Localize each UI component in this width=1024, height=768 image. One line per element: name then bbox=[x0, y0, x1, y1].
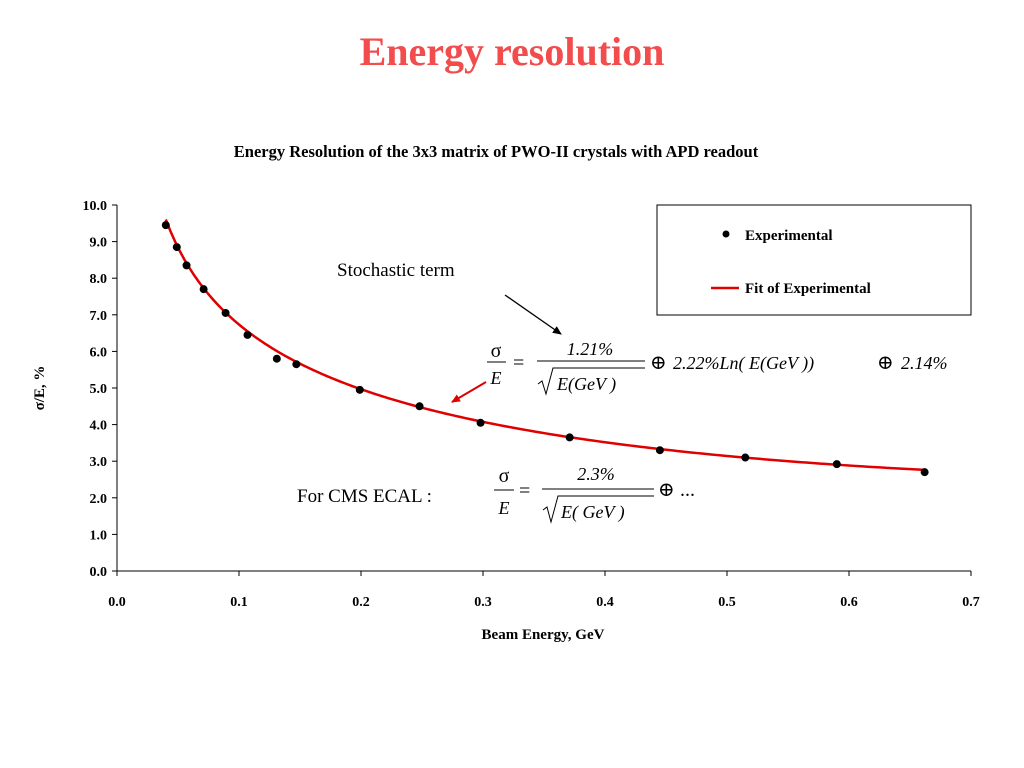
chart-title: Energy Resolution of the 3x3 matrix of P… bbox=[234, 142, 759, 161]
fit-lhs-num: σ bbox=[491, 340, 502, 362]
y-tick-label: 9.0 bbox=[90, 236, 108, 251]
cms-lhs-den: E bbox=[498, 498, 510, 518]
y-tick-label: 0.0 bbox=[90, 565, 108, 580]
data-point bbox=[655, 446, 664, 455]
fit-frac-num: 1.21% bbox=[567, 339, 614, 359]
fit-formula: σ E = 1.21% E(GeV ) ⊕ 2.22%Ln( E(GeV )) … bbox=[487, 339, 948, 396]
data-point bbox=[355, 385, 364, 394]
y-tick-label: 3.0 bbox=[90, 455, 108, 470]
y-tick-label: 5.0 bbox=[90, 382, 108, 397]
data-point bbox=[292, 360, 301, 369]
stochastic-term-label: Stochastic term bbox=[337, 260, 455, 281]
y-tick-label: 1.0 bbox=[90, 528, 108, 543]
data-point bbox=[199, 285, 208, 294]
data-point bbox=[415, 402, 424, 411]
legend-label-fit: Fit of Experimental bbox=[745, 281, 871, 297]
y-tick-label: 8.0 bbox=[90, 272, 108, 287]
cms-frac-num: 2.3% bbox=[577, 464, 615, 484]
y-tick-label: 2.0 bbox=[90, 492, 108, 507]
y-tick-label: 4.0 bbox=[90, 419, 108, 434]
legend: Experimental Fit of Experimental bbox=[656, 204, 972, 316]
cms-ellipsis: ... bbox=[680, 479, 695, 501]
legend-label-experimental: Experimental bbox=[745, 228, 833, 244]
fit-term2: 2.22%Ln( E(GeV )) bbox=[673, 353, 814, 374]
y-tick-label: 7.0 bbox=[90, 309, 108, 324]
fit-lhs-den: E bbox=[490, 368, 502, 388]
data-point bbox=[243, 330, 252, 339]
x-tick-label: 0.3 bbox=[474, 595, 492, 610]
y-tick-label: 6.0 bbox=[90, 345, 108, 360]
x-tick-labels: 0.0 0.1 0.2 0.3 0.4 0.5 0.6 0.7 bbox=[108, 595, 980, 610]
fit-formula-arrow bbox=[451, 381, 487, 403]
data-point bbox=[182, 261, 191, 270]
x-tick-label: 0.4 bbox=[596, 595, 614, 610]
x-tick-label: 0.1 bbox=[230, 595, 248, 610]
x-tick-label: 0.2 bbox=[352, 595, 370, 610]
data-point bbox=[221, 308, 230, 317]
y-axis-label: σ/E, % bbox=[32, 366, 48, 411]
cms-frac-den: E( GeV ) bbox=[560, 502, 625, 523]
x-axis-label: Beam Energy, GeV bbox=[482, 627, 605, 643]
cms-oplus: ⊕ bbox=[658, 479, 675, 501]
cms-lhs-num: σ bbox=[499, 465, 510, 487]
ticks bbox=[112, 204, 972, 576]
y-tick-labels: 0.0 1.0 2.0 3.0 4.0 5.0 6.0 7.0 8.0 9.0 10.0 bbox=[83, 199, 108, 580]
data-points bbox=[161, 221, 929, 477]
legend-box bbox=[656, 204, 972, 316]
data-point bbox=[741, 453, 750, 462]
legend-marker-experimental bbox=[722, 230, 730, 238]
y-tick-label: 10.0 bbox=[83, 199, 108, 214]
slide-title: Energy resolution bbox=[359, 29, 665, 74]
data-point bbox=[920, 468, 929, 477]
stochastic-arrow bbox=[504, 294, 562, 335]
fit-oplus-2: ⊕ bbox=[877, 352, 894, 374]
cms-ecal-label: For CMS ECAL : bbox=[297, 486, 432, 507]
data-point bbox=[476, 418, 485, 427]
data-point bbox=[565, 433, 574, 442]
fit-term3: 2.14% bbox=[901, 353, 948, 373]
fit-oplus-1: ⊕ bbox=[650, 352, 667, 374]
data-point bbox=[172, 243, 181, 252]
cms-eq: = bbox=[519, 480, 530, 502]
x-tick-label: 0.7 bbox=[962, 595, 980, 610]
x-tick-label: 0.5 bbox=[718, 595, 736, 610]
fit-line bbox=[164, 219, 925, 472]
data-point bbox=[161, 221, 170, 230]
x-tick-label: 0.6 bbox=[840, 595, 858, 610]
data-point bbox=[832, 460, 841, 469]
plot-area: 0.0 0.1 0.2 0.3 0.4 0.5 0.6 0.7 0.0 1.0 2.0 3.0 4.0… bbox=[83, 199, 980, 610]
fit-frac-den: E(GeV ) bbox=[556, 374, 616, 395]
cms-sqrt-sign bbox=[542, 495, 654, 524]
x-tick-label: 0.0 bbox=[108, 595, 126, 610]
fit-sqrt-sign bbox=[537, 367, 645, 396]
data-point bbox=[272, 354, 281, 363]
cms-formula: σ E = 2.3% E( GeV ) ⊕ ... bbox=[494, 464, 695, 524]
fit-eq: = bbox=[513, 352, 524, 374]
